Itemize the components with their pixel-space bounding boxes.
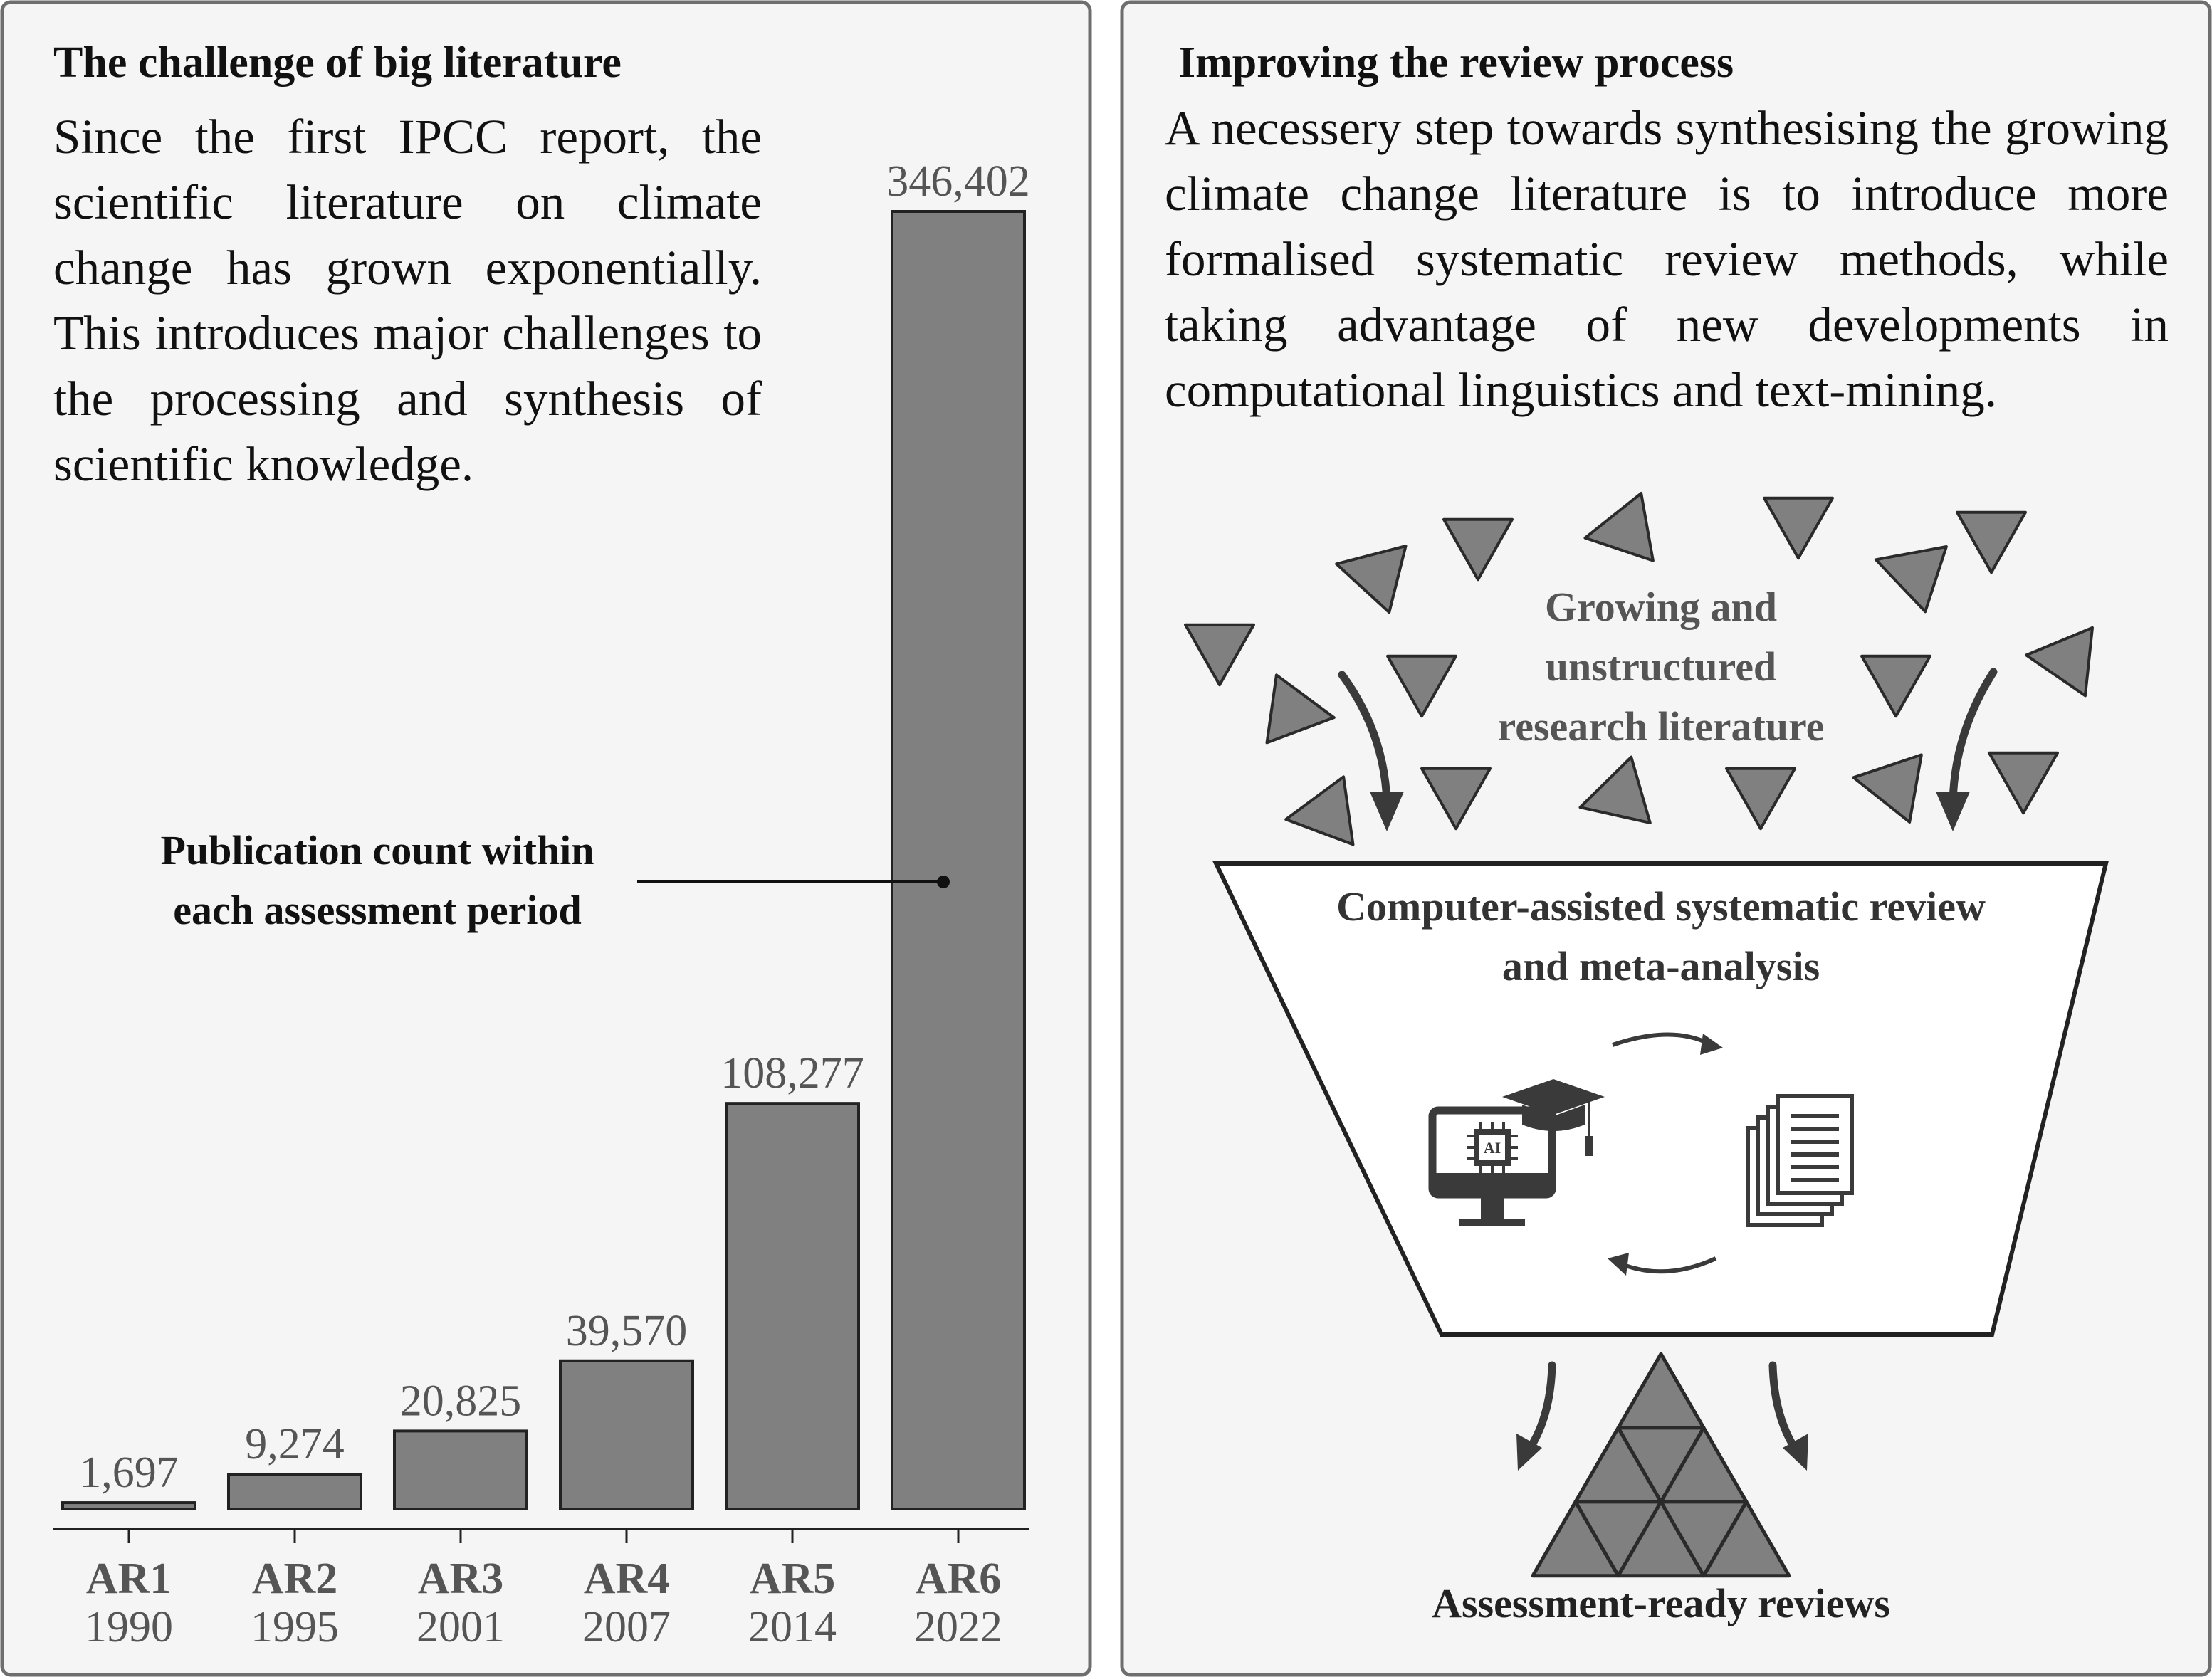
funnel [1212,861,2109,1337]
cycle-arrow-top [1612,1032,1710,1047]
annotation-line2: each assessment period [173,887,582,933]
year-label-ar5: 2014 [748,1603,837,1651]
input-arrowhead-left [1370,792,1404,831]
document-triangle-icon [1725,767,1796,831]
category-labels-group: AR1 AR2 AR3 AR4 AR5 AR6 [86,1555,1002,1603]
output-arrowhead-left [1516,1434,1542,1471]
graduation-cap-icon [1502,1079,1605,1156]
bar-ar1 [61,1501,196,1511]
cycle-arrow-bottom [1620,1256,1717,1274]
cloud-line2: unstructured [1546,643,1776,690]
document-triangle-icon [1184,623,1255,687]
value-label-ar2: 9,274 [245,1420,345,1468]
year-label-ar1: 1990 [85,1603,173,1651]
document-triangle-icon [1956,510,2027,574]
category-label-ar6: AR6 [916,1555,1002,1603]
category-label-ar5: AR5 [750,1555,836,1603]
bar-chart: 1,697 9,274 20,825 39,570 108,277 346,402 AR1… [53,157,1030,1651]
output-arrows [1525,1361,1800,1453]
funnel-line1: Computer-assisted systematic review [1336,883,1986,930]
input-arrows [1338,668,1998,807]
cycle-arrowhead-bottom [1608,1253,1629,1276]
document-triangle-icon [1860,654,1931,718]
document-triangle-icon [1420,767,1492,831]
value-label-ar4: 39,570 [566,1307,688,1355]
bars-group [61,210,1026,1511]
output-label: Assessment-ready reviews [1432,1580,1890,1626]
document-triangle-icon [1386,654,1457,718]
document-triangle-icon [1583,492,1655,562]
funnel-line2: and meta-analysis [1502,943,1820,989]
document-triangle-icon [1852,753,1923,824]
bar-ar6 [891,210,1026,1510]
ai-computer-icon: AI [1428,1079,1605,1226]
input-arrow-left [1338,671,1391,807]
output-arrow-left [1525,1361,1556,1453]
input-arrowhead-right [1936,792,1970,831]
bar-ar4 [559,1359,694,1511]
category-label-ar2: AR2 [252,1555,338,1603]
left-heading: The challenge of big literature [53,38,622,87]
ticks-group [127,1529,960,1543]
value-label-ar3: 20,825 [400,1377,522,1425]
value-label-ar1: 1,697 [79,1449,179,1497]
value-label-ar5: 108,277 [720,1049,864,1098]
output-arrowhead-right [1783,1434,1808,1471]
year-labels-group: 1990 1995 2001 2007 2014 2022 [85,1603,1002,1651]
document-triangle-icon [2025,626,2094,698]
documents-stack-icon [1746,1094,1854,1227]
document-triangle-icon [1442,517,1514,582]
document-triangle-icon [1578,755,1652,824]
annotation-line1: Publication count within [160,827,594,873]
category-label-ar4: AR4 [584,1555,670,1603]
document-triangle-icon [1988,751,2059,815]
document-triangle-icon [1265,673,1336,745]
year-label-ar3: 2001 [416,1603,505,1651]
category-label-ar1: AR1 [86,1555,172,1603]
right-heading: Improving the review process [1178,38,1734,87]
annotation-dot [937,876,950,888]
review-triangle-icon [1616,1352,1706,1430]
output-pyramid [1531,1352,1791,1578]
category-label-ar3: AR3 [418,1555,504,1603]
value-label-ar6: 346,402 [886,157,1030,206]
document-triangle-icon [1335,545,1408,614]
cloud-line1: Growing and [1545,584,1777,630]
ai-chip-label: AI [1484,1139,1501,1157]
output-arrow-right [1768,1361,1800,1453]
left-body-text: Since the first IPCC report, the scienti… [53,110,762,491]
document-triangle-icon [1874,545,1948,614]
bar-ar3 [393,1429,528,1511]
input-triangles [1184,492,2094,846]
review-triangle-icon [1702,1500,1791,1578]
bar-ar5 [725,1102,860,1510]
cycle-arrowhead-top [1700,1034,1723,1055]
cloud-line3: research literature [1498,703,1825,750]
document-triangle-icon [1763,496,1834,560]
year-label-ar6: 2022 [914,1603,1002,1651]
input-arrow-right [1949,668,1998,807]
value-labels-group: 1,697 9,274 20,825 39,570 108,277 346,402 [79,157,1030,1497]
year-label-ar2: 1995 [251,1603,339,1651]
ai-chip-icon: AI [1467,1122,1518,1173]
year-label-ar4: 2007 [582,1603,671,1651]
document-triangle-icon [1284,775,1355,846]
right-body-text: A necessery step towards synthesising th… [1165,101,2169,417]
bar-ar2 [227,1473,362,1511]
